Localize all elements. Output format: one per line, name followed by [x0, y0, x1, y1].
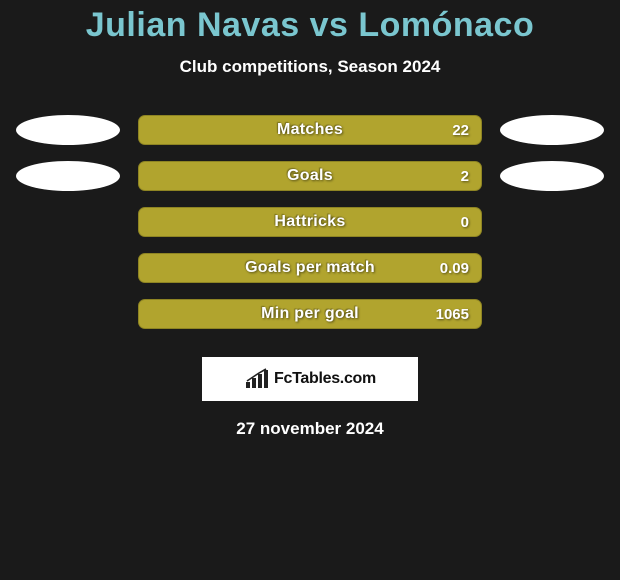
- stat-label: Goals per match: [139, 254, 481, 282]
- stat-value: 22: [452, 116, 469, 144]
- right-cap: [500, 299, 604, 329]
- stat-row: Goals 2: [0, 161, 620, 191]
- brand-chart-icon: [244, 368, 270, 390]
- right-cap: [500, 115, 604, 145]
- brand-text: FcTables.com: [274, 370, 376, 388]
- left-cap: [16, 115, 120, 145]
- left-cap: [16, 161, 120, 191]
- stat-value: 0.09: [440, 254, 469, 282]
- stat-row: Goals per match 0.09: [0, 253, 620, 283]
- date-text: 27 november 2024: [236, 419, 383, 439]
- brand-box: FcTables.com: [202, 357, 418, 401]
- left-cap: [16, 253, 120, 283]
- stat-value: 2: [461, 162, 469, 190]
- player-left-marker: [16, 161, 120, 191]
- stat-bar: Hattricks 0: [138, 207, 482, 237]
- stat-bar: Min per goal 1065: [138, 299, 482, 329]
- player-right-marker: [500, 161, 604, 191]
- right-cap: [500, 161, 604, 191]
- right-cap: [500, 253, 604, 283]
- stat-row: Min per goal 1065: [0, 299, 620, 329]
- stat-bar: Matches 22: [138, 115, 482, 145]
- stat-bar: Goals per match 0.09: [138, 253, 482, 283]
- stat-label: Matches: [139, 116, 481, 144]
- stat-label: Min per goal: [139, 300, 481, 328]
- stat-value: 0: [461, 208, 469, 236]
- content-region: Julian Navas vs Lomónaco Club competitio…: [0, 0, 620, 580]
- stat-row: Matches 22: [0, 115, 620, 145]
- stat-label: Goals: [139, 162, 481, 190]
- stat-value: 1065: [436, 300, 469, 328]
- left-cap: [16, 207, 120, 237]
- stats-list: Matches 22 Goals 2: [0, 115, 620, 329]
- stat-label: Hattricks: [139, 208, 481, 236]
- stat-row: Hattricks 0: [0, 207, 620, 237]
- page-subtitle: Club competitions, Season 2024: [180, 57, 441, 77]
- left-cap: [16, 299, 120, 329]
- player-right-marker: [500, 115, 604, 145]
- page-title: Julian Navas vs Lomónaco: [86, 6, 535, 45]
- right-cap: [500, 207, 604, 237]
- stat-bar: Goals 2: [138, 161, 482, 191]
- player-left-marker: [16, 115, 120, 145]
